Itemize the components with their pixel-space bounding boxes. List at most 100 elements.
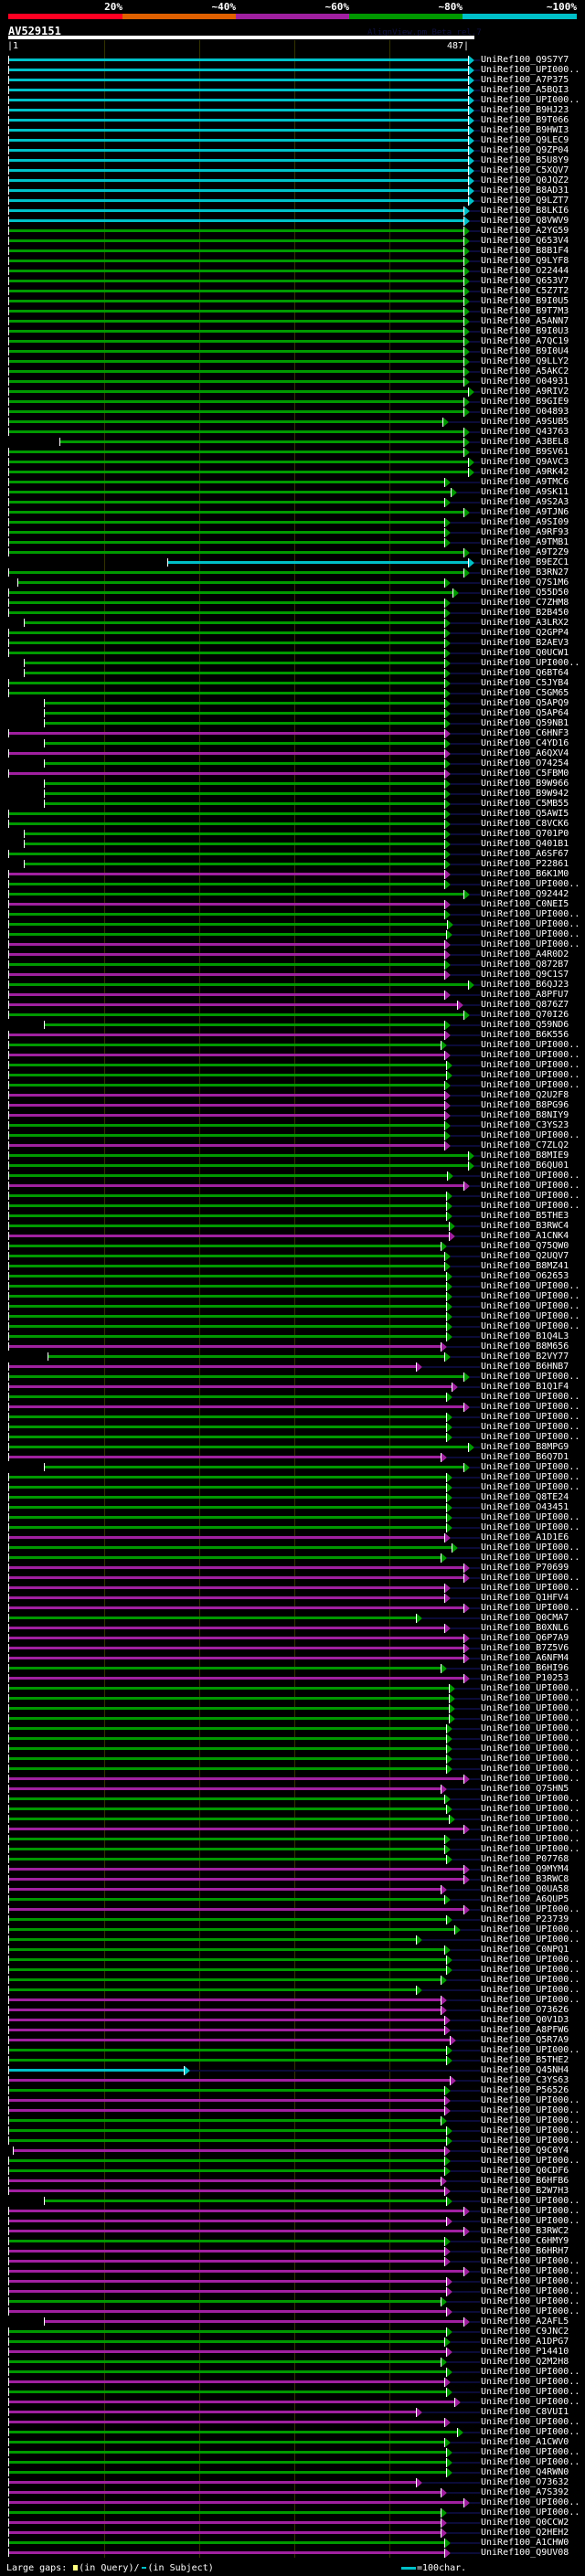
hit-label-link[interactable]: UniRef100_UPI000..: [481, 1754, 580, 1764]
alignment-bar[interactable]: [9, 913, 445, 916]
hit-label-link[interactable]: UniRef100_UPI000..: [481, 1603, 580, 1613]
alignment-bar[interactable]: [9, 953, 445, 956]
hit-label-link[interactable]: UniRef100_A9RIV2: [481, 387, 569, 397]
hit-label-link[interactable]: UniRef100_A9RK42: [481, 467, 569, 477]
alignment-bar[interactable]: [9, 1998, 441, 2001]
hit-label-link[interactable]: UniRef100_UPI000..: [481, 2296, 580, 2306]
alignment-bar[interactable]: [9, 1144, 445, 1147]
alignment-bar[interactable]: [9, 822, 445, 825]
hit-label-link[interactable]: UniRef100_UPI000..: [481, 1512, 580, 1522]
alignment-bar[interactable]: [9, 2501, 464, 2504]
hit-label-link[interactable]: UniRef100_A2AFL5: [481, 2316, 569, 2327]
hit-label-link[interactable]: UniRef100_UPI000..: [481, 2156, 580, 2166]
alignment-bar[interactable]: [9, 1807, 447, 1810]
hit-label-link[interactable]: UniRef100_B3RWC4: [481, 1221, 569, 1231]
hit-label-link[interactable]: UniRef100_Q7SHN5: [481, 1784, 569, 1794]
alignment-bar[interactable]: [9, 1797, 445, 1800]
hit-label-link[interactable]: UniRef100_B9HWI3: [481, 125, 569, 135]
alignment-bar[interactable]: [9, 1496, 447, 1499]
alignment-bar[interactable]: [9, 1044, 441, 1046]
hit-label-link[interactable]: UniRef100_B9W942: [481, 789, 569, 799]
alignment-bar[interactable]: [25, 843, 445, 845]
hit-label-link[interactable]: UniRef100_Q9LLY2: [481, 356, 569, 366]
alignment-bar[interactable]: [9, 1566, 464, 1569]
alignment-bar[interactable]: [9, 2421, 445, 2423]
hit-label-link[interactable]: UniRef100_A7P375: [481, 75, 569, 85]
alignment-bar[interactable]: [9, 1908, 464, 1911]
hit-label-link[interactable]: UniRef100_UPI000..: [481, 2397, 580, 2407]
hit-label-link[interactable]: UniRef100_UPI000..: [481, 1130, 580, 1140]
hit-label-link[interactable]: UniRef100_B5THE2: [481, 2055, 569, 2065]
alignment-bar[interactable]: [9, 400, 464, 403]
alignment-bar[interactable]: [9, 1767, 447, 1770]
hit-label-link[interactable]: UniRef100_UPI000..: [481, 1955, 580, 1965]
hit-label-link[interactable]: UniRef100_B9I0U5: [481, 296, 569, 306]
alignment-bar[interactable]: [9, 2441, 445, 2443]
alignment-bar[interactable]: [45, 1023, 445, 1026]
alignment-bar[interactable]: [9, 551, 464, 554]
hit-label-link[interactable]: UniRef100_A1CWV0: [481, 2437, 569, 2447]
alignment-bar[interactable]: [9, 1054, 445, 1056]
hit-label-link[interactable]: UniRef100_Q9UV08: [481, 2548, 569, 2558]
hit-label-link[interactable]: UniRef100_C9JNC2: [481, 2327, 569, 2337]
hit-label-link[interactable]: UniRef100_C0NEI5: [481, 899, 569, 909]
hit-label-link[interactable]: UniRef100_O73632: [481, 2477, 569, 2487]
hit-label-link[interactable]: UniRef100_Q8VWV9: [481, 216, 569, 226]
hit-label-link[interactable]: UniRef100_UPI000..: [481, 2256, 580, 2266]
hit-label-link[interactable]: UniRef100_UPI000..: [481, 1402, 580, 1412]
alignment-bar[interactable]: [9, 169, 469, 172]
alignment-bar[interactable]: [9, 1988, 417, 1991]
hit-label-link[interactable]: UniRef100_UPI000..: [481, 2266, 580, 2276]
alignment-bar[interactable]: [9, 69, 469, 71]
alignment-bar[interactable]: [168, 561, 469, 564]
alignment-bar[interactable]: [9, 461, 469, 463]
hit-label-link[interactable]: UniRef100_Q59ND6: [481, 1020, 569, 1030]
hit-label-link[interactable]: UniRef100_C8VUI1: [481, 2407, 569, 2417]
alignment-bar[interactable]: [9, 1486, 447, 1489]
alignment-bar[interactable]: [25, 832, 445, 835]
hit-label-link[interactable]: UniRef100_A8PFU7: [481, 990, 569, 1000]
alignment-bar[interactable]: [9, 1506, 447, 1509]
alignment-bar[interactable]: [45, 1466, 464, 1468]
alignment-bar[interactable]: [9, 1677, 464, 1680]
alignment-bar[interactable]: [9, 2340, 445, 2343]
alignment-bar[interactable]: [9, 1345, 441, 1348]
alignment-bar[interactable]: [9, 1204, 447, 1207]
hit-label-link[interactable]: UniRef100_A2YG59: [481, 226, 569, 236]
hit-label-link[interactable]: UniRef100_UPI000..: [481, 1744, 580, 1754]
hit-label-link[interactable]: UniRef100_A1CHW0: [481, 2538, 569, 2548]
hit-label-link[interactable]: UniRef100_UPI000..: [481, 1794, 580, 1804]
alignment-bar[interactable]: [9, 772, 445, 775]
alignment-bar[interactable]: [9, 330, 464, 333]
alignment-bar[interactable]: [9, 249, 464, 252]
hit-label-link[interactable]: UniRef100_C5GM65: [481, 688, 569, 698]
hit-label-link[interactable]: UniRef100_O04931: [481, 376, 569, 387]
hit-label-link[interactable]: UniRef100_A6QXV4: [481, 748, 569, 758]
alignment-bar[interactable]: [9, 1305, 447, 1308]
alignment-bar[interactable]: [9, 350, 464, 353]
hit-label-link[interactable]: UniRef100_A5BQI3: [481, 85, 569, 95]
alignment-bar[interactable]: [9, 501, 445, 504]
alignment-bar[interactable]: [9, 2360, 441, 2363]
hit-label-link[interactable]: UniRef100_UPI000..: [481, 1060, 580, 1070]
hit-label-link[interactable]: UniRef100_UPI000..: [481, 1412, 580, 1422]
alignment-bar[interactable]: [9, 1707, 450, 1710]
hit-label-link[interactable]: UniRef100_A9SUB5: [481, 417, 569, 427]
hit-label-link[interactable]: UniRef100_B2VY77: [481, 1352, 569, 1362]
alignment-bar[interactable]: [18, 581, 445, 584]
hit-label-link[interactable]: UniRef100_UPI000..: [481, 2306, 580, 2316]
alignment-bar[interactable]: [9, 2029, 445, 2031]
alignment-bar[interactable]: [45, 802, 445, 805]
alignment-bar[interactable]: [9, 1094, 445, 1097]
alignment-bar[interactable]: [9, 2039, 451, 2041]
alignment-bar[interactable]: [9, 58, 469, 61]
hit-label-link[interactable]: UniRef100_Q9ZP04: [481, 145, 569, 155]
hit-label-link[interactable]: UniRef100_O04893: [481, 407, 569, 417]
alignment-bar[interactable]: [9, 1546, 452, 1549]
alignment-bar[interactable]: [9, 1657, 464, 1659]
alignment-bar[interactable]: [9, 430, 464, 433]
hit-label-link[interactable]: UniRef100_A9SK11: [481, 487, 569, 497]
hit-label-link[interactable]: UniRef100_B9SV61: [481, 447, 569, 457]
alignment-bar[interactable]: [9, 481, 445, 483]
alignment-bar[interactable]: [9, 199, 469, 202]
